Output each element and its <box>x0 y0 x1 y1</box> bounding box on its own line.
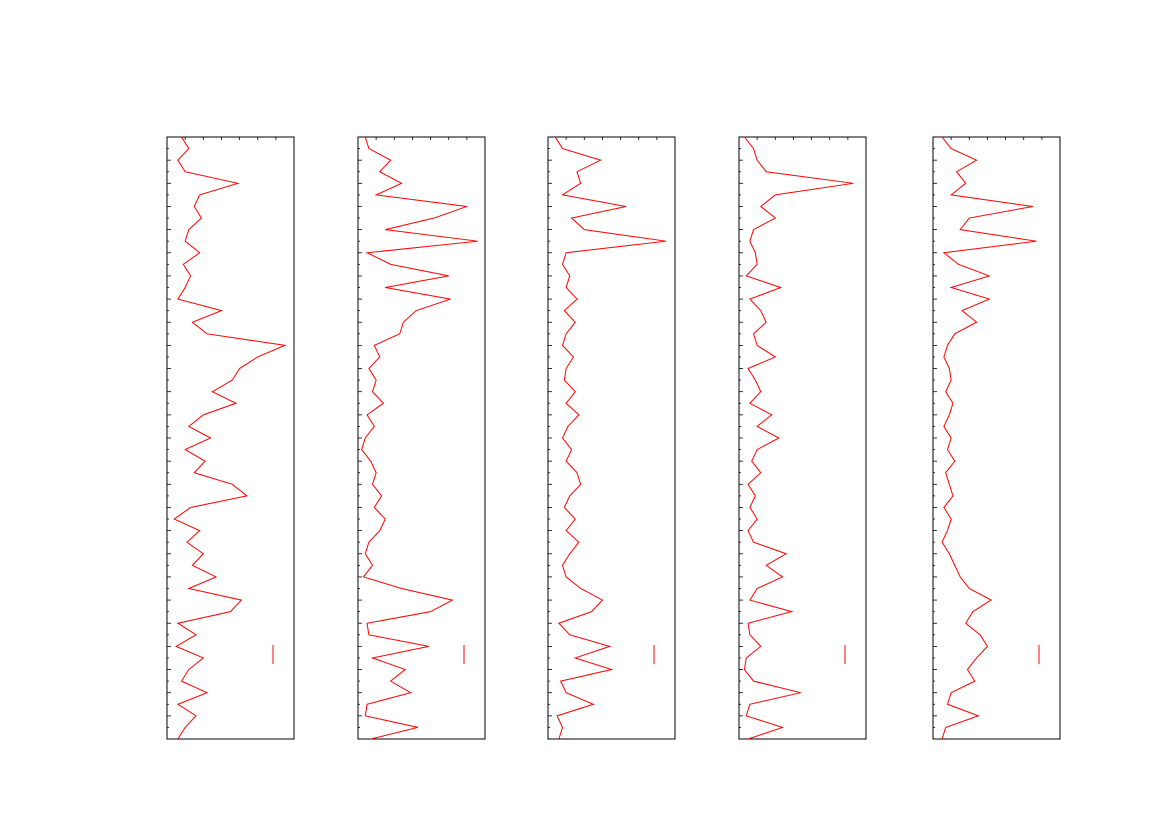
data-line <box>361 136 478 740</box>
data-line <box>173 136 287 740</box>
plot-frame <box>547 136 676 740</box>
data-line <box>554 136 667 740</box>
plot-frame <box>166 136 295 740</box>
data-line <box>743 136 854 740</box>
plot-frame <box>357 136 486 740</box>
plot-frame <box>932 136 1061 740</box>
data-line <box>941 136 1037 740</box>
